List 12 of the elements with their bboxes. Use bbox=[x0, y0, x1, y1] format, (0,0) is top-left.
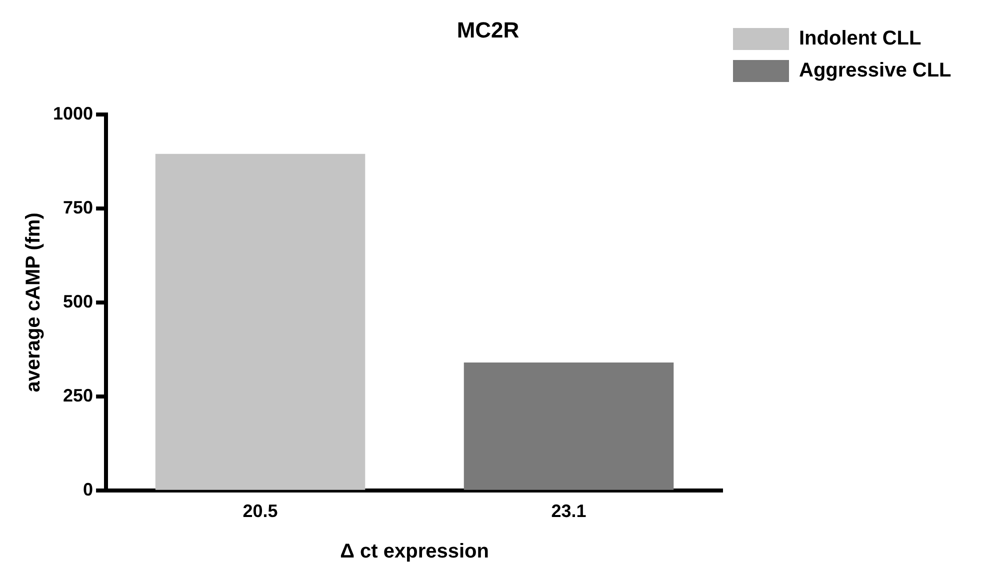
x-tick-label: 20.5 bbox=[242, 501, 278, 522]
y-tick-label: 0 bbox=[83, 479, 94, 500]
y-tick-label: 250 bbox=[62, 385, 94, 406]
y-axis-title: average cAMP (fm) bbox=[22, 212, 45, 392]
y-tick-label: 500 bbox=[62, 291, 94, 312]
y-tick-label: 1000 bbox=[52, 103, 94, 124]
legend-label: Aggressive CLL bbox=[799, 60, 952, 82]
x-tick-label: 23.1 bbox=[551, 501, 586, 522]
legend-label: Indolent CLL bbox=[799, 28, 922, 50]
chart-title: MC2R bbox=[456, 17, 520, 42]
y-tick-label: 750 bbox=[62, 197, 94, 218]
x-axis-title: Δ ct expression bbox=[340, 540, 489, 563]
